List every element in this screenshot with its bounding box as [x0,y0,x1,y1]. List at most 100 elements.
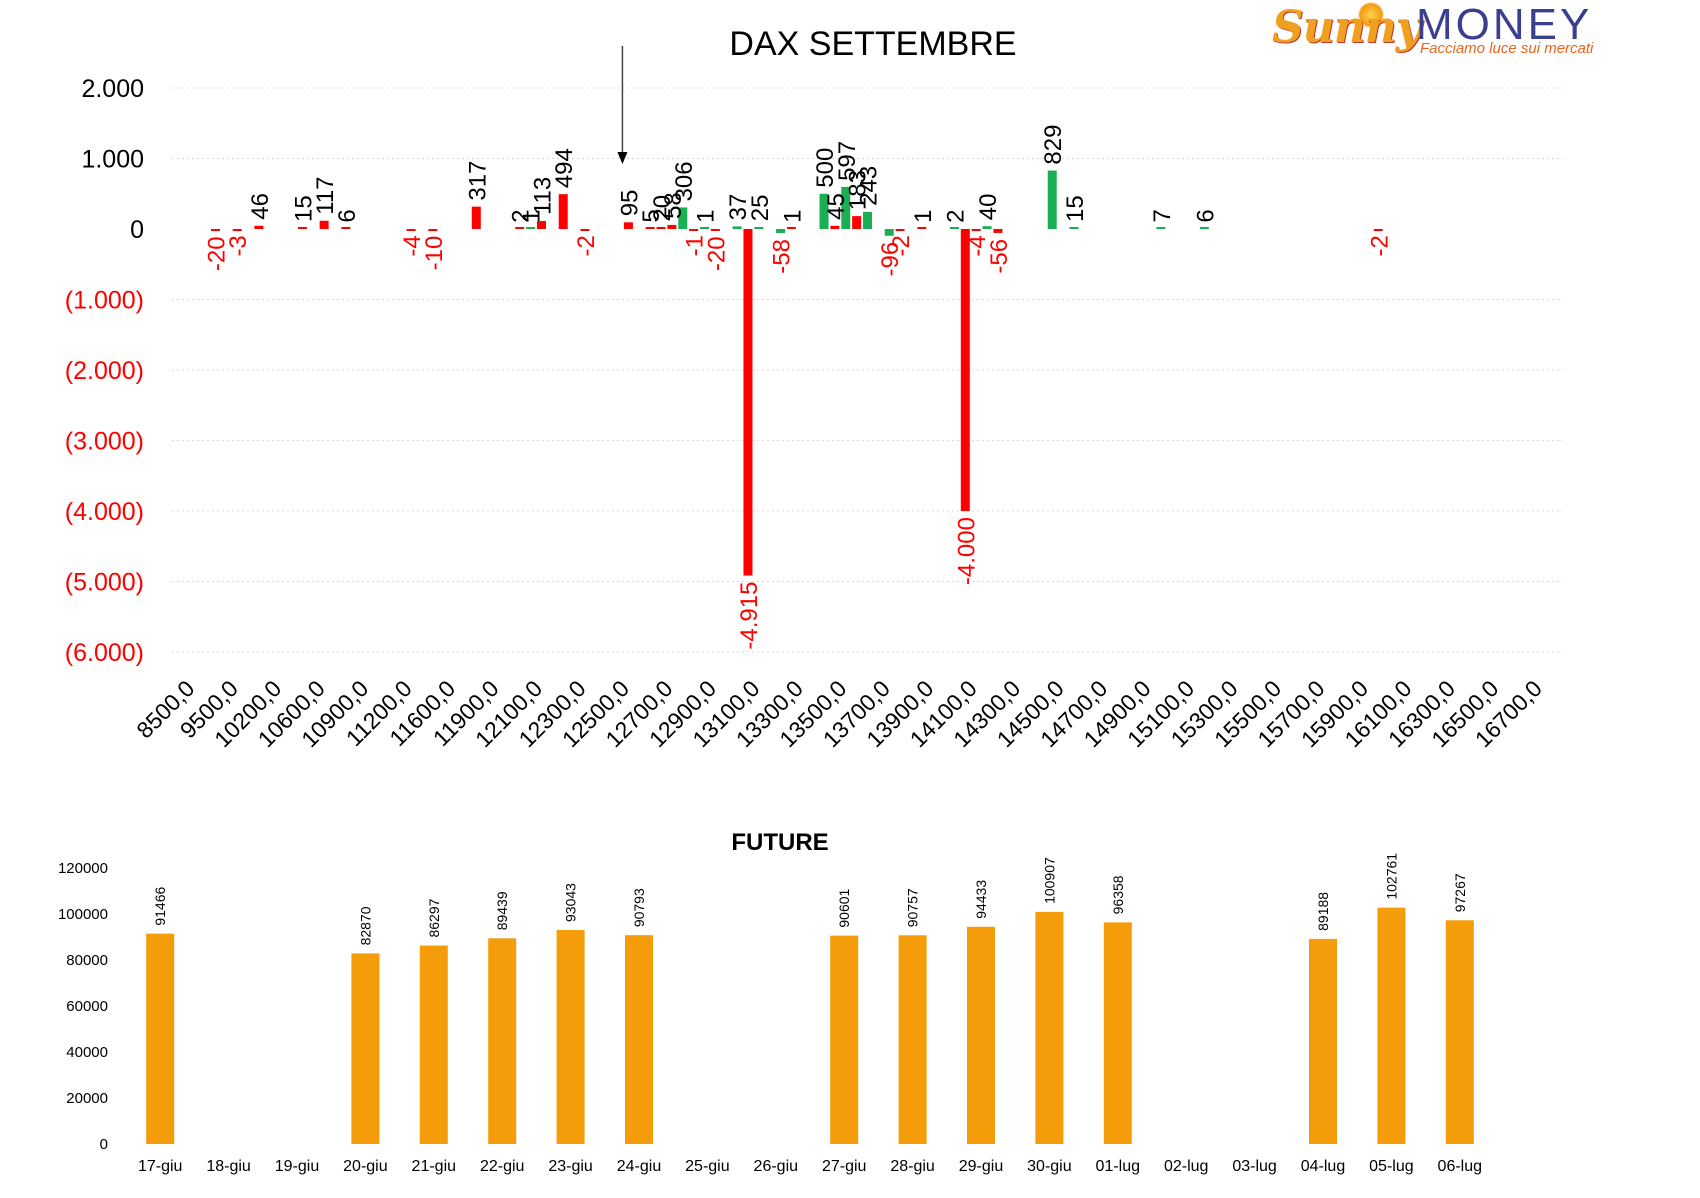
y-tick-label: (6.000) [65,639,144,667]
y-tick-label: (2.000) [65,357,144,385]
bar [841,186,851,229]
data-label: 597 [834,141,861,181]
y-tick-label: (4.000) [65,498,144,526]
x-tick-label: 04-lug [1301,1158,1345,1175]
bar [852,216,862,229]
logo-tagline: Facciamo luce sui mercati [1420,40,1594,57]
data-label: 1 [519,210,546,223]
x-tick-label: 25-giu [685,1158,729,1175]
bar [471,206,481,229]
data-label: 89439 [494,891,510,930]
bar [351,953,380,1144]
data-label: 183 [845,170,872,210]
x-tick-label: 22-giu [480,1158,524,1175]
x-tick-label: 03-lug [1232,1158,1276,1175]
x-tick-label: 06-lug [1438,1158,1482,1175]
bar [1199,227,1209,229]
logo-brand-b: MONEY [1416,0,1593,49]
x-tick-label: 23-giu [548,1158,592,1175]
bar [699,227,709,229]
bar [645,227,655,229]
bar [830,935,859,1144]
bar [1047,170,1057,229]
y-tick-label: 80000 [66,952,108,969]
y-tick-label: (1.000) [65,287,144,315]
data-label: 500 [812,148,839,188]
bar [971,229,981,231]
bar [623,222,633,229]
data-label: 494 [551,148,578,188]
data-label: -3 [225,235,252,256]
y-tick-label: 1.000 [81,146,144,174]
y-tick-label: (5.000) [65,569,144,597]
data-label: -2 [888,235,915,256]
bar [625,935,653,1144]
logo-brand-a: Sunny [1272,2,1421,53]
data-label: -56 [986,239,1013,274]
bar [526,227,536,229]
data-label: 96358 [1110,875,1126,914]
data-label: 1 [779,210,806,223]
bar [895,229,905,231]
data-label: -4 [964,235,991,256]
data-label: 91466 [152,886,168,925]
y-tick-label: 40000 [66,1044,108,1061]
data-label: 113 [529,177,556,215]
data-label: 15 [290,195,317,222]
data-label: 90793 [631,888,647,927]
bar [949,227,959,229]
data-label: -96 [877,242,904,277]
bar [678,207,688,229]
data-label: 93043 [563,883,579,922]
bar [1103,922,1132,1144]
bar [863,211,872,229]
x-tick-label: 24-giu [617,1158,661,1175]
bar [667,224,677,229]
bar [515,227,525,229]
x-tick-label: 01-lug [1096,1158,1140,1175]
x-tick-label: 18-giu [206,1158,250,1175]
data-label: -4.915 [736,582,763,650]
data-label: 117 [312,176,339,214]
data-label: -58 [769,239,796,274]
x-tick-label: 02-lug [1164,1158,1208,1175]
data-label: 20 [649,195,676,222]
y-tick-label: 2.000 [81,75,144,103]
data-label: 90601 [836,888,852,927]
data-label: 25 [747,195,774,222]
x-tick-label: 28-giu [890,1158,934,1175]
x-tick-label: 17-giu [138,1158,182,1175]
bar [982,226,992,229]
bar [488,938,517,1144]
bar [819,193,829,229]
data-label: 102761 [1383,853,1399,900]
data-label: -4 [399,235,426,256]
data-label: 90757 [905,888,921,927]
bar [898,935,927,1144]
y-tick-label: 0 [130,216,144,244]
y-tick-label: 0 [100,1136,108,1153]
bar [341,227,351,229]
data-label: 6 [334,209,361,222]
bar [830,225,840,229]
bar [1035,911,1064,1144]
data-label: 37 [725,194,752,221]
bar [776,229,786,234]
sun-icon [1358,2,1384,28]
x-tick-label: 27-giu [822,1158,866,1175]
bar [419,945,448,1144]
bar [556,930,585,1144]
bar [656,227,666,229]
data-label: 6 [1192,209,1219,222]
x-tick-label: 29-giu [959,1158,1003,1175]
data-label: 2 [508,209,535,222]
data-label: -20 [203,236,230,271]
y-tick-label: 100000 [58,906,108,923]
bar [754,227,764,229]
bar [146,933,175,1144]
data-label: 15 [1062,195,1089,222]
y-tick-label: 20000 [66,1090,108,1107]
bar [732,226,742,229]
x-tick-label: 05-lug [1369,1158,1413,1175]
